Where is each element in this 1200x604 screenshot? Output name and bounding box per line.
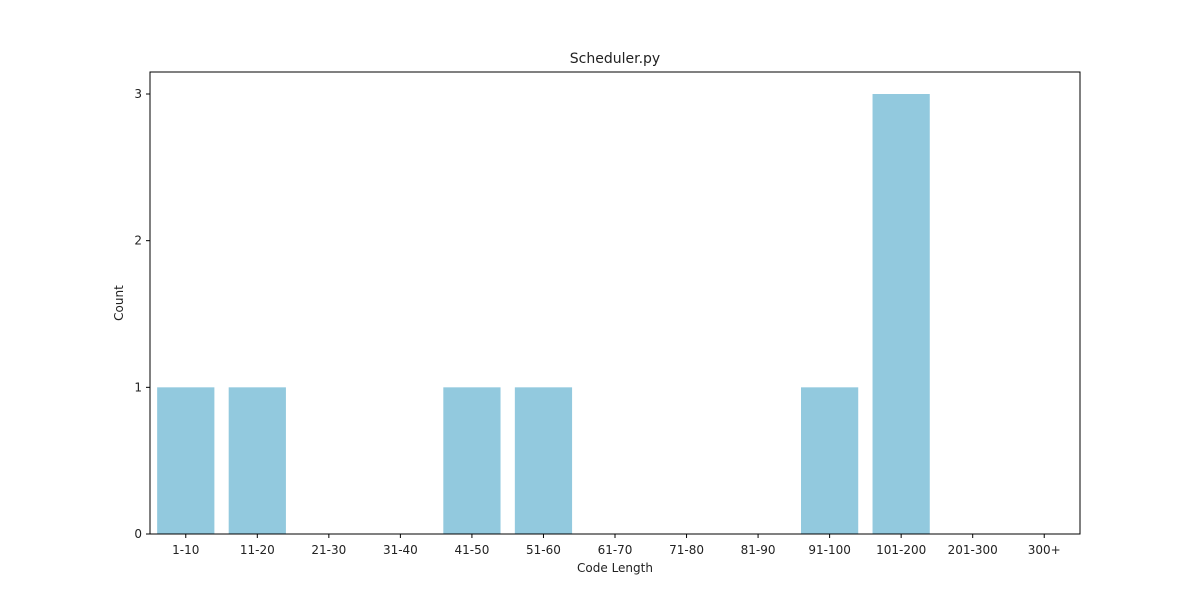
y-tick-label: 3 — [134, 87, 142, 101]
x-tick-label: 31-40 — [383, 543, 418, 557]
x-tick-label: 41-50 — [454, 543, 489, 557]
x-tick-label: 21-30 — [311, 543, 346, 557]
x-tick-label: 11-20 — [240, 543, 275, 557]
x-tick-label: 71-80 — [669, 543, 704, 557]
x-axis-label: Code Length — [577, 561, 653, 575]
chart-title: Scheduler.py — [570, 51, 660, 67]
y-tick-label: 2 — [134, 234, 142, 248]
bar-51-60 — [514, 387, 573, 534]
bar-11-20 — [228, 387, 286, 534]
bars-layer — [157, 94, 930, 534]
y-tick-label: 0 — [134, 527, 142, 541]
bar-91-100 — [801, 387, 859, 534]
y-axis-label: Count — [112, 285, 126, 321]
x-tick-label: 300+ — [1028, 543, 1061, 557]
plot-frame — [149, 71, 1081, 535]
x-tick-label: 51-60 — [526, 543, 561, 557]
bar-101-200 — [872, 94, 930, 534]
bar-41-50 — [443, 387, 501, 534]
x-tick-label: 101-200 — [876, 543, 926, 557]
x-tick-label: 81-90 — [741, 543, 776, 557]
x-axis: 1-10 11-20 21-30 31-40 41-50 51-60 61-70 71-80 8… — [172, 534, 1061, 557]
x-tick-label: 91-100 — [808, 543, 851, 557]
x-tick-label: 201-300 — [948, 543, 998, 557]
y-tick-label: 1 — [134, 380, 142, 394]
x-tick-label: 1-10 — [172, 543, 199, 557]
bar-1-10 — [157, 387, 215, 534]
y-axis: 0 1 2 3 — [134, 87, 150, 541]
x-tick-label: 61-70 — [598, 543, 633, 557]
